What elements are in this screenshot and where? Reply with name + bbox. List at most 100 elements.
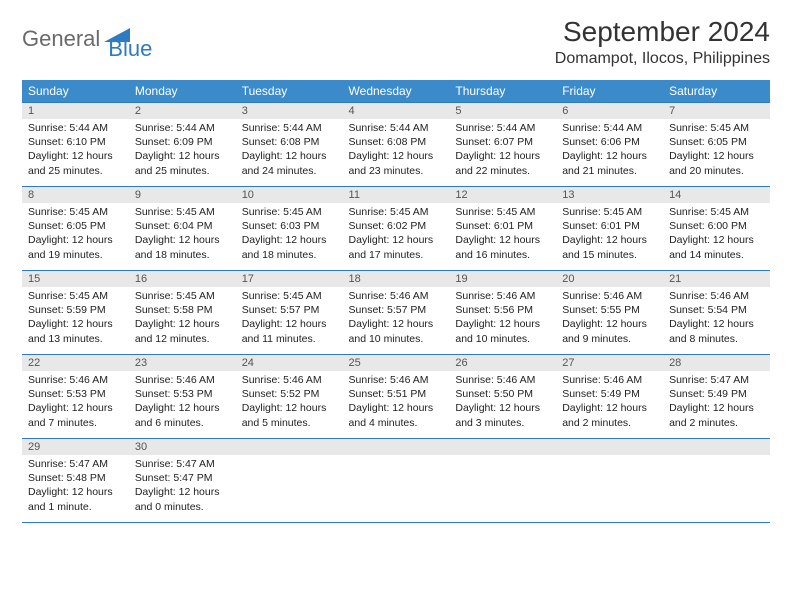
day-number: 10	[236, 187, 343, 203]
day-number: 12	[449, 187, 556, 203]
day-number: 17	[236, 271, 343, 287]
day-number: 16	[129, 271, 236, 287]
calendar-cell-empty	[449, 439, 556, 523]
day-number: 30	[129, 439, 236, 455]
day-info: Sunrise: 5:44 AMSunset: 6:08 PMDaylight:…	[343, 119, 450, 182]
day-info: Sunrise: 5:45 AMSunset: 6:05 PMDaylight:…	[663, 119, 770, 182]
calendar-row: 1Sunrise: 5:44 AMSunset: 6:10 PMDaylight…	[22, 103, 770, 187]
header: General Blue September 2024 Domampot, Il…	[22, 16, 770, 68]
calendar-cell: 7Sunrise: 5:45 AMSunset: 6:05 PMDaylight…	[663, 103, 770, 187]
day-number: 25	[343, 355, 450, 371]
day-number: 13	[556, 187, 663, 203]
calendar-cell: 18Sunrise: 5:46 AMSunset: 5:57 PMDayligh…	[343, 271, 450, 355]
day-info: Sunrise: 5:46 AMSunset: 5:53 PMDaylight:…	[22, 371, 129, 434]
day-info: Sunrise: 5:46 AMSunset: 5:55 PMDaylight:…	[556, 287, 663, 350]
logo-text-blue: Blue	[108, 36, 152, 62]
calendar-cell: 28Sunrise: 5:47 AMSunset: 5:49 PMDayligh…	[663, 355, 770, 439]
page-title: September 2024	[555, 16, 770, 48]
day-number: 15	[22, 271, 129, 287]
weekday-saturday: Saturday	[663, 80, 770, 103]
day-number: 23	[129, 355, 236, 371]
calendar-cell-empty	[556, 439, 663, 523]
calendar-cell: 10Sunrise: 5:45 AMSunset: 6:03 PMDayligh…	[236, 187, 343, 271]
day-info: Sunrise: 5:46 AMSunset: 5:52 PMDaylight:…	[236, 371, 343, 434]
calendar-cell: 17Sunrise: 5:45 AMSunset: 5:57 PMDayligh…	[236, 271, 343, 355]
day-info: Sunrise: 5:45 AMSunset: 6:02 PMDaylight:…	[343, 203, 450, 266]
day-info: Sunrise: 5:45 AMSunset: 5:57 PMDaylight:…	[236, 287, 343, 350]
day-number: 14	[663, 187, 770, 203]
day-number: 8	[22, 187, 129, 203]
day-info: Sunrise: 5:46 AMSunset: 5:57 PMDaylight:…	[343, 287, 450, 350]
calendar-body: 1Sunrise: 5:44 AMSunset: 6:10 PMDaylight…	[22, 103, 770, 523]
calendar-cell: 23Sunrise: 5:46 AMSunset: 5:53 PMDayligh…	[129, 355, 236, 439]
day-number: 9	[129, 187, 236, 203]
weekday-tuesday: Tuesday	[236, 80, 343, 103]
calendar-table: Sunday Monday Tuesday Wednesday Thursday…	[22, 80, 770, 523]
calendar-cell: 9Sunrise: 5:45 AMSunset: 6:04 PMDaylight…	[129, 187, 236, 271]
calendar-cell-empty	[663, 439, 770, 523]
calendar-cell: 27Sunrise: 5:46 AMSunset: 5:49 PMDayligh…	[556, 355, 663, 439]
day-number: 29	[22, 439, 129, 455]
day-number: 6	[556, 103, 663, 119]
calendar-cell: 12Sunrise: 5:45 AMSunset: 6:01 PMDayligh…	[449, 187, 556, 271]
calendar-cell: 16Sunrise: 5:45 AMSunset: 5:58 PMDayligh…	[129, 271, 236, 355]
day-info: Sunrise: 5:45 AMSunset: 6:00 PMDaylight:…	[663, 203, 770, 266]
day-info: Sunrise: 5:45 AMSunset: 6:01 PMDaylight:…	[556, 203, 663, 266]
calendar-cell: 20Sunrise: 5:46 AMSunset: 5:55 PMDayligh…	[556, 271, 663, 355]
day-info: Sunrise: 5:45 AMSunset: 6:01 PMDaylight:…	[449, 203, 556, 266]
calendar-row: 22Sunrise: 5:46 AMSunset: 5:53 PMDayligh…	[22, 355, 770, 439]
weekday-wednesday: Wednesday	[343, 80, 450, 103]
calendar-cell-empty	[343, 439, 450, 523]
calendar-cell: 8Sunrise: 5:45 AMSunset: 6:05 PMDaylight…	[22, 187, 129, 271]
calendar-row: 8Sunrise: 5:45 AMSunset: 6:05 PMDaylight…	[22, 187, 770, 271]
day-info: Sunrise: 5:47 AMSunset: 5:49 PMDaylight:…	[663, 371, 770, 434]
logo: General Blue	[22, 16, 152, 62]
day-number: 26	[449, 355, 556, 371]
calendar-cell: 6Sunrise: 5:44 AMSunset: 6:06 PMDaylight…	[556, 103, 663, 187]
logo-text-general: General	[22, 26, 100, 52]
calendar-cell: 2Sunrise: 5:44 AMSunset: 6:09 PMDaylight…	[129, 103, 236, 187]
day-info: Sunrise: 5:44 AMSunset: 6:06 PMDaylight:…	[556, 119, 663, 182]
calendar-cell: 11Sunrise: 5:45 AMSunset: 6:02 PMDayligh…	[343, 187, 450, 271]
day-info: Sunrise: 5:44 AMSunset: 6:07 PMDaylight:…	[449, 119, 556, 182]
day-number: 4	[343, 103, 450, 119]
day-info: Sunrise: 5:45 AMSunset: 6:03 PMDaylight:…	[236, 203, 343, 266]
day-number: 21	[663, 271, 770, 287]
day-number: 24	[236, 355, 343, 371]
day-number: 27	[556, 355, 663, 371]
location-text: Domampot, Ilocos, Philippines	[555, 50, 770, 68]
calendar-cell: 13Sunrise: 5:45 AMSunset: 6:01 PMDayligh…	[556, 187, 663, 271]
calendar-cell: 26Sunrise: 5:46 AMSunset: 5:50 PMDayligh…	[449, 355, 556, 439]
calendar-cell: 4Sunrise: 5:44 AMSunset: 6:08 PMDaylight…	[343, 103, 450, 187]
calendar-cell: 30Sunrise: 5:47 AMSunset: 5:47 PMDayligh…	[129, 439, 236, 523]
day-number: 18	[343, 271, 450, 287]
day-info: Sunrise: 5:45 AMSunset: 5:59 PMDaylight:…	[22, 287, 129, 350]
calendar-cell: 21Sunrise: 5:46 AMSunset: 5:54 PMDayligh…	[663, 271, 770, 355]
day-info: Sunrise: 5:46 AMSunset: 5:49 PMDaylight:…	[556, 371, 663, 434]
day-info: Sunrise: 5:45 AMSunset: 6:04 PMDaylight:…	[129, 203, 236, 266]
day-number: 28	[663, 355, 770, 371]
day-info: Sunrise: 5:46 AMSunset: 5:50 PMDaylight:…	[449, 371, 556, 434]
day-info: Sunrise: 5:46 AMSunset: 5:53 PMDaylight:…	[129, 371, 236, 434]
calendar-cell-empty	[236, 439, 343, 523]
day-number: 7	[663, 103, 770, 119]
day-info: Sunrise: 5:45 AMSunset: 6:05 PMDaylight:…	[22, 203, 129, 266]
calendar-cell: 5Sunrise: 5:44 AMSunset: 6:07 PMDaylight…	[449, 103, 556, 187]
calendar-cell: 29Sunrise: 5:47 AMSunset: 5:48 PMDayligh…	[22, 439, 129, 523]
day-info: Sunrise: 5:46 AMSunset: 5:54 PMDaylight:…	[663, 287, 770, 350]
calendar-cell: 3Sunrise: 5:44 AMSunset: 6:08 PMDaylight…	[236, 103, 343, 187]
title-block: September 2024 Domampot, Ilocos, Philipp…	[555, 16, 770, 68]
calendar-cell: 19Sunrise: 5:46 AMSunset: 5:56 PMDayligh…	[449, 271, 556, 355]
day-number: 22	[22, 355, 129, 371]
calendar-cell: 25Sunrise: 5:46 AMSunset: 5:51 PMDayligh…	[343, 355, 450, 439]
day-number: 20	[556, 271, 663, 287]
day-info: Sunrise: 5:44 AMSunset: 6:10 PMDaylight:…	[22, 119, 129, 182]
calendar-cell: 14Sunrise: 5:45 AMSunset: 6:00 PMDayligh…	[663, 187, 770, 271]
calendar-row: 29Sunrise: 5:47 AMSunset: 5:48 PMDayligh…	[22, 439, 770, 523]
day-info: Sunrise: 5:46 AMSunset: 5:51 PMDaylight:…	[343, 371, 450, 434]
day-info: Sunrise: 5:45 AMSunset: 5:58 PMDaylight:…	[129, 287, 236, 350]
day-info: Sunrise: 5:44 AMSunset: 6:08 PMDaylight:…	[236, 119, 343, 182]
day-info: Sunrise: 5:44 AMSunset: 6:09 PMDaylight:…	[129, 119, 236, 182]
day-info: Sunrise: 5:46 AMSunset: 5:56 PMDaylight:…	[449, 287, 556, 350]
day-info: Sunrise: 5:47 AMSunset: 5:47 PMDaylight:…	[129, 455, 236, 518]
